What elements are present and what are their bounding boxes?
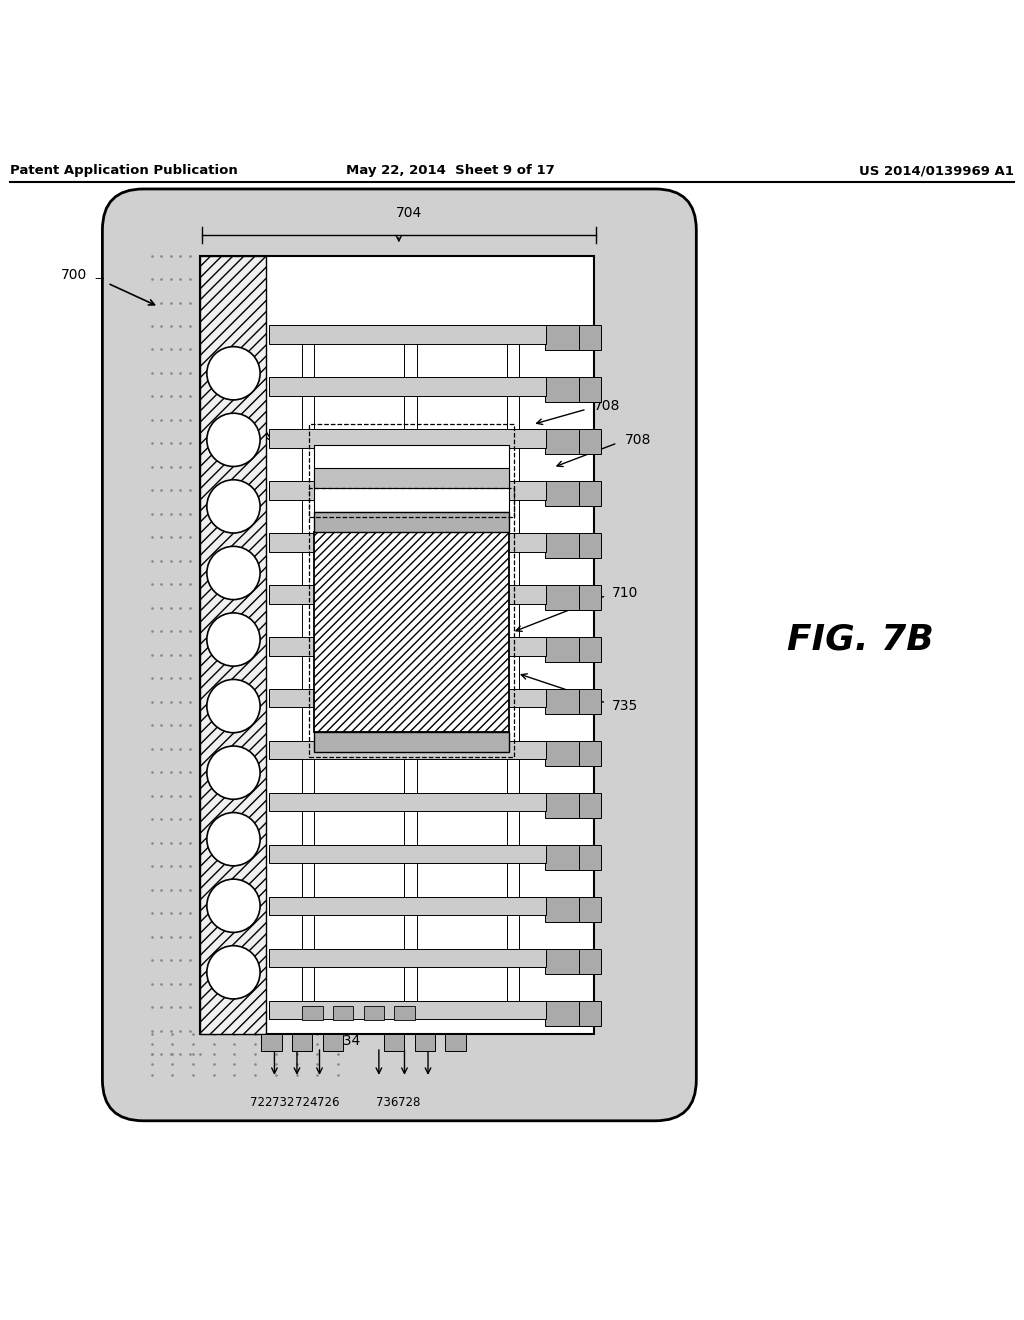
FancyBboxPatch shape xyxy=(314,445,509,512)
FancyBboxPatch shape xyxy=(269,793,546,812)
Text: 728: 728 xyxy=(398,1096,421,1109)
Circle shape xyxy=(207,479,260,533)
FancyBboxPatch shape xyxy=(323,1034,343,1051)
FancyBboxPatch shape xyxy=(579,741,601,766)
Circle shape xyxy=(207,347,260,400)
Circle shape xyxy=(207,612,260,667)
FancyBboxPatch shape xyxy=(579,429,601,454)
FancyBboxPatch shape xyxy=(269,638,546,656)
FancyBboxPatch shape xyxy=(269,741,546,759)
FancyBboxPatch shape xyxy=(269,1001,546,1019)
FancyBboxPatch shape xyxy=(579,480,601,506)
FancyBboxPatch shape xyxy=(579,638,601,661)
Text: →: → xyxy=(94,275,103,284)
Circle shape xyxy=(207,680,260,733)
FancyBboxPatch shape xyxy=(579,689,601,714)
FancyBboxPatch shape xyxy=(333,1006,353,1020)
FancyBboxPatch shape xyxy=(302,334,314,1010)
FancyBboxPatch shape xyxy=(269,480,546,499)
FancyBboxPatch shape xyxy=(579,949,601,974)
FancyBboxPatch shape xyxy=(579,793,601,817)
Text: 726: 726 xyxy=(317,1096,340,1109)
FancyBboxPatch shape xyxy=(364,1006,384,1020)
FancyBboxPatch shape xyxy=(269,845,546,863)
Text: 704: 704 xyxy=(396,206,422,219)
FancyBboxPatch shape xyxy=(314,532,509,731)
Text: 706: 706 xyxy=(224,453,251,467)
Text: 710: 710 xyxy=(612,586,639,601)
Text: 722: 722 xyxy=(250,1096,272,1109)
Text: 708: 708 xyxy=(625,433,651,447)
Circle shape xyxy=(207,945,260,999)
FancyBboxPatch shape xyxy=(404,334,417,1010)
FancyBboxPatch shape xyxy=(579,533,601,557)
FancyBboxPatch shape xyxy=(269,533,546,552)
FancyBboxPatch shape xyxy=(545,378,579,401)
FancyBboxPatch shape xyxy=(579,845,601,870)
FancyBboxPatch shape xyxy=(269,585,546,603)
FancyBboxPatch shape xyxy=(314,512,509,532)
FancyBboxPatch shape xyxy=(102,189,696,1121)
Circle shape xyxy=(207,813,260,866)
FancyBboxPatch shape xyxy=(545,689,579,714)
FancyBboxPatch shape xyxy=(545,949,579,974)
FancyBboxPatch shape xyxy=(579,378,601,401)
Text: 736: 736 xyxy=(376,1096,398,1109)
Circle shape xyxy=(207,746,260,800)
Circle shape xyxy=(207,546,260,599)
Text: 724: 724 xyxy=(295,1096,317,1109)
FancyBboxPatch shape xyxy=(261,1034,282,1051)
FancyBboxPatch shape xyxy=(579,325,601,350)
Text: US 2014/0139969 A1: US 2014/0139969 A1 xyxy=(859,164,1014,177)
FancyBboxPatch shape xyxy=(545,741,579,766)
FancyBboxPatch shape xyxy=(545,845,579,870)
Text: 734: 734 xyxy=(335,1034,361,1048)
Circle shape xyxy=(207,879,260,932)
FancyBboxPatch shape xyxy=(445,1034,466,1051)
FancyBboxPatch shape xyxy=(545,638,579,661)
FancyBboxPatch shape xyxy=(200,256,594,1034)
Text: 702: 702 xyxy=(234,417,261,432)
FancyBboxPatch shape xyxy=(269,429,546,447)
Text: FIG. 7B: FIG. 7B xyxy=(786,623,934,656)
Text: Patent Application Publication: Patent Application Publication xyxy=(10,164,238,177)
FancyBboxPatch shape xyxy=(269,898,546,916)
FancyBboxPatch shape xyxy=(579,585,601,610)
Text: 708: 708 xyxy=(594,399,621,413)
FancyBboxPatch shape xyxy=(545,1001,579,1026)
FancyBboxPatch shape xyxy=(302,1006,323,1020)
Text: 700: 700 xyxy=(60,268,87,282)
FancyBboxPatch shape xyxy=(200,256,266,1034)
FancyBboxPatch shape xyxy=(269,949,546,968)
FancyBboxPatch shape xyxy=(545,585,579,610)
FancyBboxPatch shape xyxy=(545,325,579,350)
Text: May 22, 2014  Sheet 9 of 17: May 22, 2014 Sheet 9 of 17 xyxy=(346,164,555,177)
FancyBboxPatch shape xyxy=(314,469,509,488)
FancyBboxPatch shape xyxy=(394,1006,415,1020)
FancyBboxPatch shape xyxy=(545,480,579,506)
FancyBboxPatch shape xyxy=(269,378,546,396)
FancyBboxPatch shape xyxy=(579,898,601,921)
FancyBboxPatch shape xyxy=(415,1034,435,1051)
FancyBboxPatch shape xyxy=(545,793,579,817)
FancyBboxPatch shape xyxy=(384,1034,404,1051)
FancyBboxPatch shape xyxy=(507,334,519,1010)
Text: 735: 735 xyxy=(612,700,639,713)
Circle shape xyxy=(207,413,260,466)
FancyBboxPatch shape xyxy=(314,731,509,752)
FancyBboxPatch shape xyxy=(579,1001,601,1026)
FancyBboxPatch shape xyxy=(292,1034,312,1051)
FancyBboxPatch shape xyxy=(269,325,546,343)
Text: 732: 732 xyxy=(272,1096,295,1109)
FancyBboxPatch shape xyxy=(545,429,579,454)
FancyBboxPatch shape xyxy=(545,898,579,921)
FancyBboxPatch shape xyxy=(545,533,579,557)
FancyBboxPatch shape xyxy=(269,689,546,708)
